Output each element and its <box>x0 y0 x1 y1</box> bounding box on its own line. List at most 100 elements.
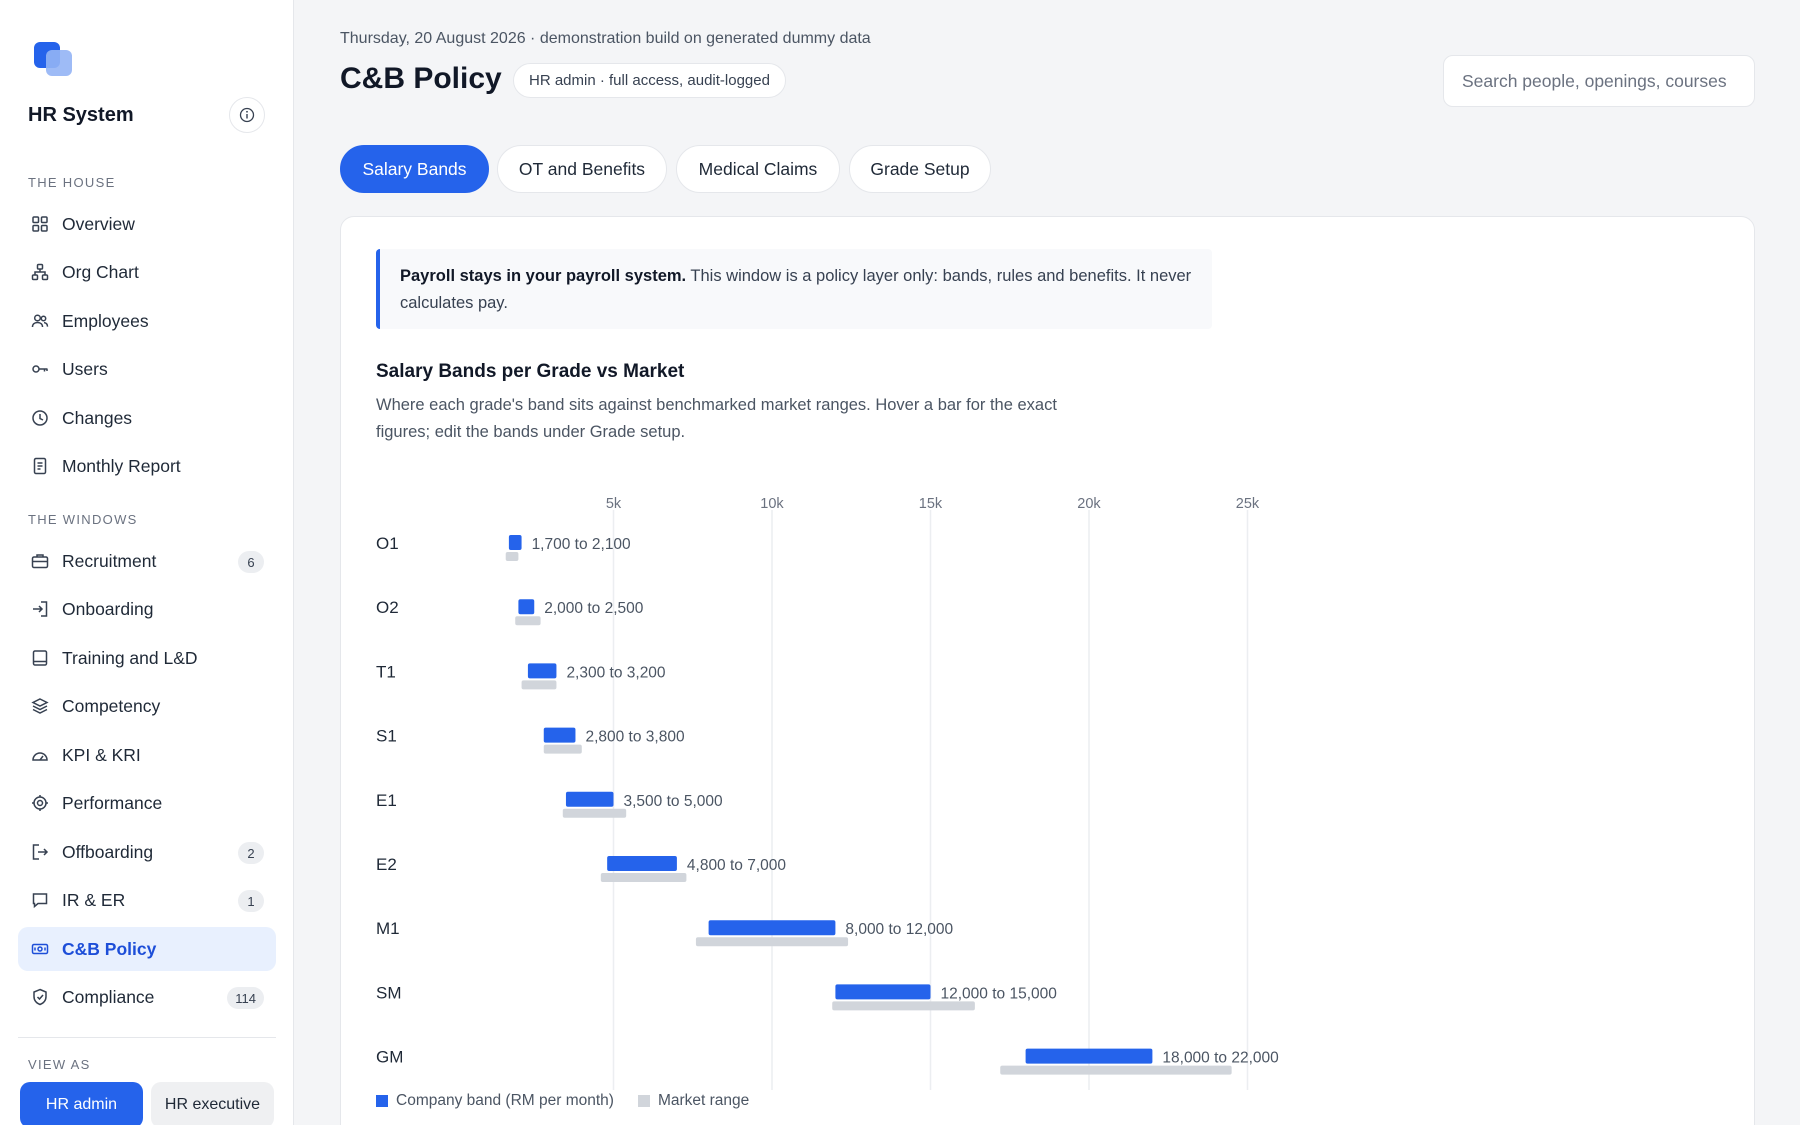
view-as-hr-executive-button[interactable]: HR executive <box>151 1082 274 1125</box>
company-band-bar <box>543 727 576 743</box>
access-badge: HR admin · full access, audit-logged <box>513 63 786 98</box>
banknote-icon <box>30 939 50 959</box>
sidebar-item-label: Changes <box>62 407 133 428</box>
grade-label: O2 <box>376 598 399 617</box>
sidebar-item-label: Employees <box>62 310 149 331</box>
sign-in-icon <box>30 599 50 619</box>
notice-text: This window is a policy layer only: band… <box>400 267 1192 312</box>
sign-out-icon <box>30 842 50 862</box>
grade-label: O1 <box>376 534 399 553</box>
clock-icon <box>30 408 50 428</box>
grade-label: M1 <box>376 919 400 938</box>
sidebar-item-onboarding[interactable]: Onboarding <box>18 587 276 631</box>
sidebar-item-overview[interactable]: Overview <box>18 202 276 246</box>
legend-swatch-company <box>376 1095 388 1107</box>
market-range-bar <box>832 1001 975 1011</box>
market-range-bar <box>562 808 627 818</box>
briefcase-icon <box>30 551 50 571</box>
sidebar-item-training[interactable]: Training and L&D <box>18 636 276 680</box>
sidebar-divider <box>18 1037 276 1038</box>
sidebar-item-label: Compliance <box>62 986 155 1007</box>
chart-subtitle: Where each grade's band sits against ben… <box>376 396 1057 441</box>
view-as-hr-admin-button[interactable]: HR admin <box>20 1082 143 1125</box>
document-icon <box>30 456 50 476</box>
sidebar: HR System THE HOUSE Overview Org Chart E… <box>0 0 294 1125</box>
grade-label: T1 <box>376 662 396 681</box>
sidebar-item-offboarding[interactable]: Offboarding 2 <box>18 830 276 874</box>
sidebar-item-monthly-report[interactable]: Monthly Report <box>18 444 276 488</box>
legend-label-company: Company band (RM per month) <box>396 1092 614 1109</box>
company-band-bar <box>708 920 836 936</box>
x-tick-label: 25k <box>1236 496 1260 512</box>
section-label-house: THE HOUSE <box>28 175 116 190</box>
count-badge: 2 <box>238 842 264 864</box>
sidebar-item-employees[interactable]: Employees <box>18 299 276 343</box>
sidebar-item-ir-er[interactable]: IR & ER 1 <box>18 878 276 922</box>
market-range-bar <box>695 937 849 947</box>
sidebar-item-label: Users <box>62 358 108 379</box>
tab-grade-setup[interactable]: Grade Setup <box>849 145 991 193</box>
x-tick-label: 5k <box>606 496 622 512</box>
count-badge: 6 <box>238 551 264 573</box>
company-band-bar <box>518 599 535 615</box>
sidebar-item-users[interactable]: Users <box>18 347 276 391</box>
section-label-view-as: VIEW AS <box>28 1057 91 1072</box>
sidebar-item-org-chart[interactable]: Org Chart <box>18 250 276 294</box>
band-data-label: 2,300 to 3,200 <box>566 664 665 681</box>
shield-icon <box>30 987 50 1007</box>
sidebar-item-label: Training and L&D <box>62 647 198 668</box>
company-band-bar <box>508 535 522 550</box>
sidebar-item-competency[interactable]: Competency <box>18 684 276 728</box>
section-label-windows: THE WINDOWS <box>28 512 138 527</box>
sidebar-item-label: Onboarding <box>62 598 154 619</box>
sidebar-item-recruitment[interactable]: Recruitment 6 <box>18 539 276 583</box>
tab-medical-claims[interactable]: Medical Claims <box>676 145 840 193</box>
info-button[interactable] <box>229 97 265 133</box>
band-data-label: 3,500 to 5,000 <box>624 793 723 810</box>
sidebar-item-label: C&B Policy <box>62 938 157 959</box>
payroll-notice: Payroll stays in your payroll system. Th… <box>376 249 1212 329</box>
company-band-bar <box>527 663 557 679</box>
x-tick-label: 10k <box>760 496 784 512</box>
sidebar-item-compliance[interactable]: Compliance 114 <box>18 975 276 1019</box>
app-logo <box>34 40 78 78</box>
company-band-bar <box>835 984 931 1000</box>
sidebar-item-changes[interactable]: Changes <box>18 396 276 440</box>
people-icon <box>30 311 50 331</box>
sidebar-item-kpi-kri[interactable]: KPI & KRI <box>18 733 276 777</box>
company-band-bar <box>565 791 614 807</box>
layers-icon <box>30 696 50 716</box>
legend-swatch-market <box>637 1095 650 1107</box>
band-data-label: 1,700 to 2,100 <box>532 536 631 553</box>
notice-bold: Payroll stays in your payroll system. <box>400 267 687 285</box>
date-line: Thursday, 20 August 2026 · demonstration… <box>340 30 871 47</box>
chat-icon <box>30 890 50 910</box>
sidebar-item-label: Monthly Report <box>62 455 181 476</box>
sidebar-item-label: Org Chart <box>62 261 139 282</box>
sidebar-item-cb-policy[interactable]: C&B Policy <box>18 927 276 971</box>
gauge-icon <box>30 745 50 765</box>
company-band-bar <box>607 856 677 871</box>
band-data-label: 4,800 to 7,000 <box>687 857 786 874</box>
tab-ot-and-benefits[interactable]: OT and Benefits <box>497 145 667 193</box>
sidebar-item-performance[interactable]: Performance <box>18 781 276 825</box>
sidebar-item-label: KPI & KRI <box>62 744 141 765</box>
chart-title: Salary Bands per Grade vs Market <box>376 361 685 382</box>
count-badge: 1 <box>238 890 264 912</box>
search-input[interactable] <box>1443 55 1755 107</box>
book-icon <box>30 648 50 668</box>
grade-label: E2 <box>376 855 397 874</box>
legend-label-market: Market range <box>657 1092 750 1109</box>
tab-salary-bands[interactable]: Salary Bands <box>340 145 489 193</box>
sidebar-item-label: IR & ER <box>62 889 126 910</box>
grid-icon <box>30 214 50 234</box>
salary-band-chart: 5k 10k 15k 20k 25k O1 1,700 to 2,100 O2 2,000 to… <box>376 496 1279 1090</box>
org-chart-icon <box>30 262 50 282</box>
market-range-bar <box>521 680 557 690</box>
grade-label: GM <box>376 1048 403 1067</box>
content-card <box>340 216 1755 1125</box>
band-data-label: 8,000 to 12,000 <box>845 921 953 938</box>
sidebar-item-label: Competency <box>62 695 161 716</box>
sidebar-item-label: Performance <box>62 792 163 813</box>
app-title: HR System <box>28 104 134 126</box>
